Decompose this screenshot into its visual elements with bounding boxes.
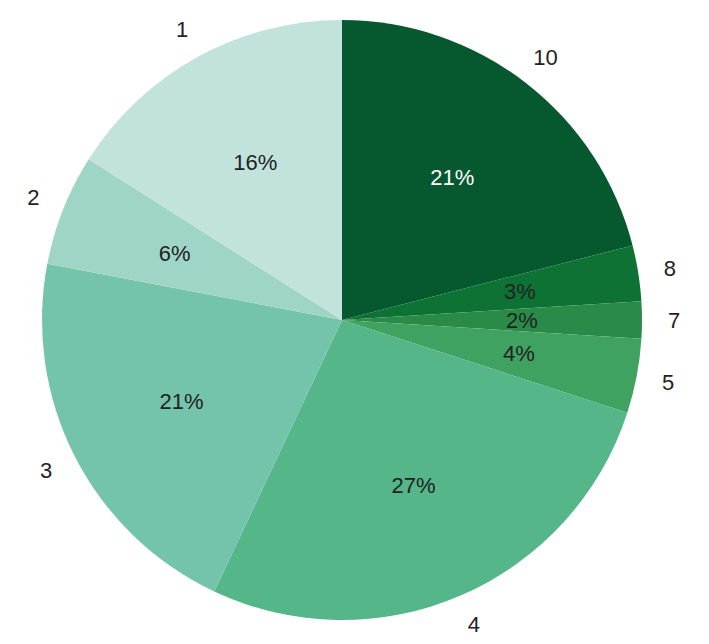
data-label: 21% (430, 165, 474, 190)
pie: 21% 3% 2% 4% 27% 21% 6% 16% 10 8 7 5 4 3 2 1 (27, 17, 680, 638)
data-label: 3% (504, 279, 536, 304)
slice (89, 20, 342, 320)
category-label: 3 (40, 458, 52, 483)
category-label: 2 (27, 185, 39, 210)
data-label: 21% (160, 389, 204, 414)
category-label: 7 (668, 308, 680, 333)
data-label: 4% (503, 341, 535, 366)
slice (42, 264, 342, 592)
chart: 21% 3% 2% 4% 27% 21% 6% 16% 10 8 7 5 4 3 2 1 (0, 0, 709, 644)
category-label: 5 (662, 370, 674, 395)
data-labels: 21% 3% 2% 4% 27% 21% 6% 16% (159, 150, 538, 498)
data-label: 27% (391, 473, 435, 498)
category-labels: 10 8 7 5 4 3 2 1 (27, 17, 680, 638)
category-label: 10 (533, 45, 557, 70)
category-label: 1 (176, 17, 188, 42)
data-label: 16% (233, 150, 277, 175)
category-label: 4 (468, 612, 480, 637)
category-label: 8 (664, 256, 676, 281)
data-label: 6% (159, 241, 191, 266)
slices (42, 20, 642, 620)
data-label: 2% (506, 308, 538, 333)
